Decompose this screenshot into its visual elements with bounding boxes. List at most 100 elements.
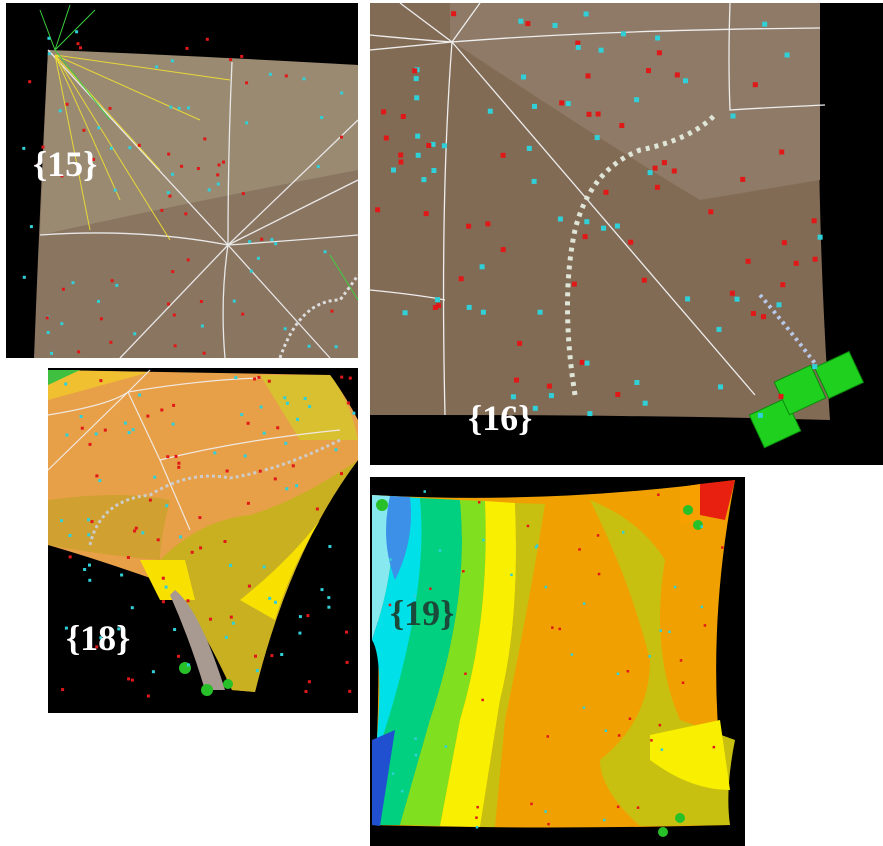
node — [179, 535, 182, 538]
node — [167, 153, 170, 156]
node — [584, 219, 589, 224]
node — [274, 477, 277, 480]
node — [521, 75, 526, 80]
node — [662, 160, 667, 165]
node — [77, 42, 80, 45]
node — [451, 11, 456, 16]
node — [327, 596, 330, 599]
node — [47, 37, 50, 40]
node — [618, 734, 621, 737]
node — [488, 109, 493, 114]
node — [535, 546, 538, 549]
node — [198, 516, 201, 519]
node — [166, 455, 169, 458]
node — [475, 816, 478, 819]
node — [187, 258, 190, 261]
node — [683, 78, 688, 83]
node — [303, 77, 306, 80]
node — [615, 392, 620, 397]
node — [629, 718, 632, 721]
node — [131, 679, 134, 682]
node — [296, 418, 299, 421]
node — [187, 106, 190, 109]
node — [138, 394, 141, 397]
node — [501, 247, 506, 252]
node — [299, 615, 302, 618]
node — [352, 412, 355, 415]
node — [177, 462, 180, 465]
node — [518, 19, 523, 24]
node — [128, 431, 131, 434]
node — [751, 311, 756, 316]
node — [146, 415, 149, 418]
node — [813, 257, 818, 262]
node — [650, 739, 653, 742]
node — [245, 81, 248, 84]
node — [209, 618, 212, 621]
node — [701, 525, 704, 528]
node — [97, 126, 100, 129]
node — [320, 116, 323, 119]
node — [162, 577, 165, 580]
node — [169, 195, 172, 198]
node — [280, 653, 283, 656]
node — [324, 250, 327, 253]
node — [256, 669, 259, 672]
node — [216, 173, 219, 176]
node — [203, 352, 206, 355]
node — [348, 690, 351, 693]
node — [735, 297, 740, 302]
node — [414, 76, 419, 81]
node — [545, 586, 548, 589]
node — [257, 257, 260, 260]
node — [153, 476, 156, 479]
node — [109, 341, 112, 344]
node — [424, 490, 427, 493]
node — [476, 806, 479, 809]
node — [269, 73, 272, 76]
node — [621, 31, 626, 36]
node — [268, 597, 271, 600]
node — [544, 810, 547, 813]
node — [587, 411, 592, 416]
node — [794, 261, 799, 266]
node — [566, 101, 571, 106]
node — [152, 670, 155, 673]
node — [485, 221, 490, 226]
node — [615, 224, 620, 229]
node — [533, 406, 538, 411]
node — [672, 169, 677, 174]
node — [285, 487, 288, 490]
node — [242, 192, 245, 195]
node — [401, 114, 406, 119]
node — [285, 74, 288, 77]
node — [283, 396, 286, 399]
node — [340, 92, 343, 95]
node — [547, 823, 550, 826]
node — [617, 673, 620, 676]
node — [571, 653, 574, 656]
node — [558, 217, 563, 222]
node — [253, 378, 256, 381]
panel-label: {15} — [33, 144, 97, 184]
node — [234, 376, 237, 379]
node — [514, 378, 519, 383]
node — [517, 341, 522, 346]
node — [431, 168, 436, 173]
node — [746, 259, 751, 264]
node — [257, 376, 260, 379]
node — [812, 364, 817, 369]
node — [47, 331, 50, 334]
node — [162, 600, 165, 603]
node — [584, 12, 589, 17]
node — [69, 555, 72, 558]
node — [435, 297, 440, 302]
node — [758, 413, 763, 418]
node — [384, 136, 389, 141]
node — [429, 588, 432, 591]
node — [213, 451, 216, 454]
node — [48, 52, 51, 55]
node — [549, 393, 554, 398]
node — [132, 428, 135, 431]
node — [585, 361, 590, 366]
